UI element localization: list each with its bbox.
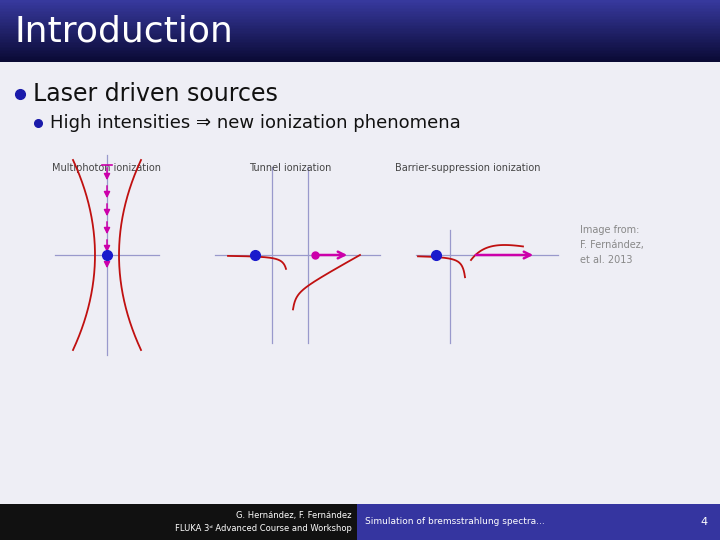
FancyBboxPatch shape	[0, 46, 720, 48]
FancyBboxPatch shape	[0, 32, 720, 34]
FancyBboxPatch shape	[0, 6, 720, 8]
FancyBboxPatch shape	[0, 23, 720, 25]
FancyBboxPatch shape	[0, 30, 720, 32]
FancyBboxPatch shape	[0, 15, 720, 17]
FancyBboxPatch shape	[0, 19, 720, 22]
Text: Image from:
F. Fernández,
et al. 2013: Image from: F. Fernández, et al. 2013	[580, 225, 644, 265]
FancyBboxPatch shape	[0, 55, 720, 57]
FancyBboxPatch shape	[0, 9, 720, 11]
FancyBboxPatch shape	[0, 43, 720, 45]
FancyBboxPatch shape	[0, 58, 720, 60]
Text: High intensities ⇒ new ionization phenomena: High intensities ⇒ new ionization phenom…	[50, 114, 461, 132]
FancyBboxPatch shape	[0, 60, 720, 62]
FancyBboxPatch shape	[0, 51, 720, 53]
FancyBboxPatch shape	[0, 54, 720, 56]
FancyBboxPatch shape	[0, 26, 720, 28]
FancyBboxPatch shape	[0, 42, 720, 43]
FancyBboxPatch shape	[0, 37, 720, 39]
FancyBboxPatch shape	[0, 24, 720, 26]
FancyBboxPatch shape	[0, 4, 720, 6]
FancyBboxPatch shape	[0, 28, 720, 30]
Text: Tunnel ionization: Tunnel ionization	[249, 163, 331, 173]
Text: Simulation of bremsstrahlung spectra...: Simulation of bremsstrahlung spectra...	[365, 517, 545, 526]
FancyBboxPatch shape	[0, 33, 720, 36]
FancyBboxPatch shape	[0, 49, 720, 51]
Text: Barrier-suppression ionization: Barrier-suppression ionization	[395, 163, 541, 173]
FancyBboxPatch shape	[0, 38, 720, 40]
FancyBboxPatch shape	[0, 35, 720, 37]
FancyBboxPatch shape	[0, 52, 720, 54]
FancyBboxPatch shape	[0, 17, 720, 18]
Text: Introduction: Introduction	[15, 15, 234, 49]
FancyBboxPatch shape	[0, 12, 720, 14]
Text: 4: 4	[701, 517, 708, 527]
FancyBboxPatch shape	[0, 48, 720, 50]
FancyBboxPatch shape	[0, 40, 720, 42]
FancyBboxPatch shape	[0, 0, 720, 2]
FancyBboxPatch shape	[0, 3, 720, 5]
FancyBboxPatch shape	[0, 14, 720, 16]
FancyBboxPatch shape	[357, 504, 720, 540]
Text: Laser driven sources: Laser driven sources	[33, 82, 278, 106]
FancyBboxPatch shape	[0, 10, 720, 12]
FancyBboxPatch shape	[0, 1, 720, 3]
FancyBboxPatch shape	[0, 504, 357, 540]
FancyBboxPatch shape	[0, 7, 720, 9]
FancyBboxPatch shape	[0, 44, 720, 46]
FancyBboxPatch shape	[0, 18, 720, 20]
FancyBboxPatch shape	[0, 21, 720, 23]
Text: Multiphoton ionization: Multiphoton ionization	[53, 163, 161, 173]
Text: G. Hernández, F. Fernández
FLUKA 3ᵈ Advanced Course and Workshop: G. Hernández, F. Fernández FLUKA 3ᵈ Adva…	[175, 511, 352, 533]
FancyBboxPatch shape	[0, 29, 720, 31]
FancyBboxPatch shape	[0, 57, 720, 59]
